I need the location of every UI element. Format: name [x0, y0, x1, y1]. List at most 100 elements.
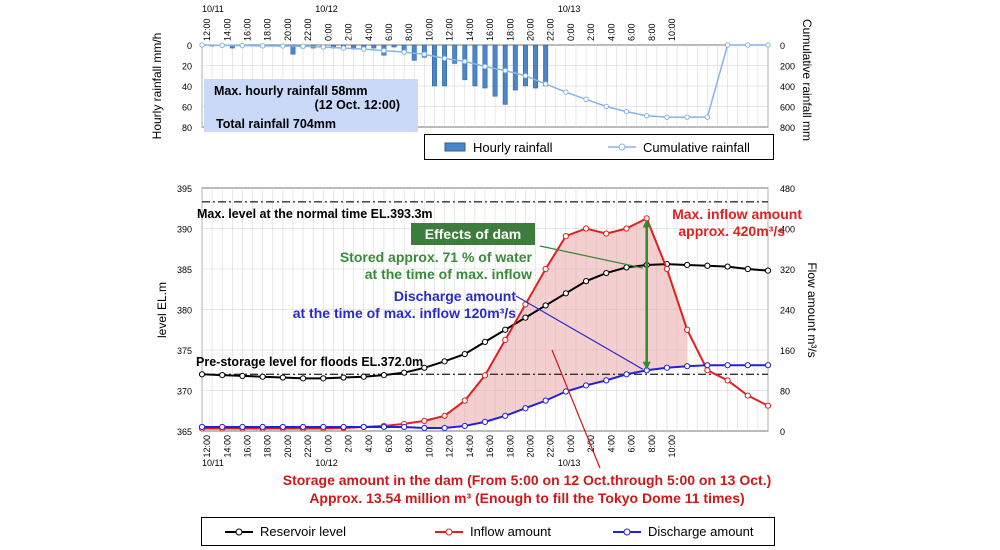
- series-point: [320, 375, 327, 382]
- series-point: [380, 372, 388, 379]
- cumulative-rainfall-point: [199, 42, 205, 48]
- series-point: [340, 374, 347, 381]
- x-tick-label: 8:00: [647, 435, 657, 453]
- cumulative-rainfall-point: [644, 113, 650, 119]
- series-point: [279, 423, 286, 431]
- x-tick-label: 16:00: [242, 435, 252, 458]
- rainfall-date-labels: 10/11 10/12 10/13: [202, 4, 580, 14]
- effect-arrowhead-up: [642, 219, 651, 228]
- x-tick-label: 2:00: [586, 23, 596, 41]
- hourly-rainfall-bar: [543, 44, 549, 87]
- x-tick-label: 12:00: [202, 18, 212, 41]
- legend-label-hourly: Hourly rainfall: [473, 139, 553, 155]
- series-point: [421, 424, 428, 432]
- series-point: [502, 326, 509, 333]
- x-tick-label: 20:00: [283, 435, 293, 458]
- y-tick-label: 375: [177, 346, 192, 356]
- cumulative-rainfall-point: [462, 58, 468, 65]
- cumulative-rainfall-point: [300, 43, 306, 49]
- series-point: [724, 377, 731, 384]
- series-point: [299, 375, 307, 382]
- ref-label-max-level: Max. level at the normal time EL.393.3m: [197, 207, 433, 221]
- x-tick-label: 18:00: [505, 435, 515, 458]
- date-label: 10/11: [202, 4, 224, 14]
- y-tick-label: 0: [187, 41, 192, 51]
- series-point: [744, 265, 751, 273]
- x-tick-label: 4:00: [606, 23, 616, 41]
- legend-item-inflow: Inflow amount: [434, 518, 551, 545]
- series-point: [239, 423, 246, 431]
- x-tick-label: 0:00: [566, 435, 576, 453]
- x-tick-label: 16:00: [485, 18, 495, 41]
- x-tick-label: 12:00: [202, 435, 212, 458]
- y-tick-label: 385: [177, 265, 192, 275]
- y2-tick-label: 0: [780, 427, 785, 437]
- series-point: [401, 423, 408, 431]
- y2-tick-label: 80: [780, 387, 790, 397]
- series-point: [461, 397, 468, 404]
- series-point: [684, 363, 691, 370]
- x-tick-label: 10:00: [424, 18, 434, 41]
- x-tick-label: 0:00: [323, 23, 333, 41]
- series-point: [401, 369, 408, 376]
- dam-series: [198, 215, 772, 432]
- series-point: [219, 423, 226, 431]
- series-point: [542, 265, 549, 273]
- cumulative-rainfall-point: [320, 44, 326, 50]
- x-tick-label: 18:00: [505, 18, 515, 41]
- series-point: [623, 225, 630, 232]
- stored-label-2: at the time of max. inflow: [365, 266, 532, 282]
- cumulative-rainfall-point: [684, 114, 690, 120]
- effects-badge: [411, 223, 535, 245]
- hourly-rainfall-bar: [391, 44, 397, 48]
- series-point: [704, 362, 711, 369]
- x-tick-label: 14:00: [465, 435, 475, 458]
- series-point: [542, 302, 549, 309]
- date-label: 10/12: [315, 4, 338, 14]
- x-tick-label: 0:00: [323, 435, 333, 453]
- x-tick-label: 6:00: [627, 23, 637, 41]
- y2-tick-label: 320: [780, 265, 795, 275]
- series-point: [299, 423, 307, 431]
- series-point: [724, 263, 731, 270]
- dam-right-ticks: 0 80 160 240 320 400 480: [780, 184, 795, 437]
- x-tick-label: 22:00: [303, 435, 313, 458]
- storage-label-1: Storage amount in the dam (From 5:00 on …: [283, 472, 772, 488]
- series-point: [481, 372, 489, 379]
- series-point: [764, 402, 772, 409]
- cumulative-rainfall-points: [199, 42, 771, 120]
- x-tick-label: 8:00: [404, 435, 414, 453]
- series-point: [764, 267, 772, 274]
- legend-inflow-swatch: [435, 528, 463, 535]
- x-tick-label: 2:00: [344, 435, 354, 453]
- legend-item-reservoir: Reservoir level: [224, 518, 346, 545]
- hourly-rainfall-bar: [502, 44, 508, 105]
- x-tick-label: 22:00: [546, 18, 556, 41]
- cumulative-rainfall-point: [745, 42, 751, 48]
- series-point: [663, 364, 671, 371]
- series-point: [623, 264, 630, 271]
- x-tick-label: 18:00: [263, 435, 273, 458]
- legend-bar-swatch: [444, 142, 466, 152]
- legend-label-discharge: Discharge amount: [648, 524, 754, 539]
- stored-label-1: Stored approx. 71 % of water: [340, 249, 533, 265]
- series-point: [684, 261, 691, 269]
- rainfall-x-ticks: 12:00 14:00 16:00 18:00 20:00 22:00 0:00 2:00 4:…: [202, 18, 677, 41]
- cumulative-rainfall-point: [259, 43, 266, 49]
- series-point: [481, 338, 489, 345]
- x-tick-label: 4:00: [606, 435, 616, 453]
- series-point: [724, 362, 731, 369]
- cumulative-rainfall-point: [482, 63, 488, 70]
- legend-label-inflow: Inflow amount: [470, 524, 551, 539]
- y2-tick-label: 600: [780, 103, 795, 113]
- series-point: [562, 290, 569, 297]
- rain-annotation-line2: (12 Oct. 12:00): [315, 98, 400, 112]
- dam-x-ticks: 12:00 14:00 16:00 18:00 20:00 22:00 0:00 2:00 4:…: [202, 435, 677, 458]
- x-tick-label: 22:00: [546, 435, 556, 458]
- series-point: [360, 373, 367, 380]
- series-point: [522, 405, 529, 412]
- hourly-rainfall-bar: [371, 44, 377, 49]
- y2-tick-label: 200: [780, 62, 795, 72]
